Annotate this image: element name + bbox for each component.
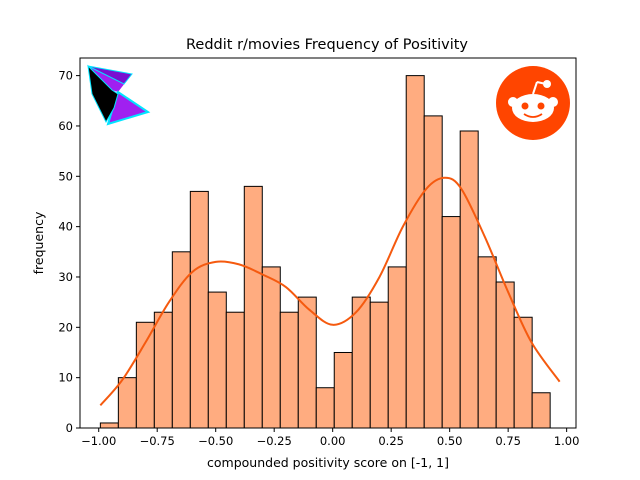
histogram-bars bbox=[99, 75, 551, 429]
histogram-bar bbox=[459, 130, 479, 429]
histogram-bar bbox=[405, 75, 425, 429]
histogram-bar bbox=[279, 311, 299, 429]
histogram-bar bbox=[243, 185, 263, 429]
reddit-logo-icon bbox=[496, 66, 570, 140]
x-tick-label: 0.00 bbox=[320, 434, 346, 448]
x-tick-label: 0.75 bbox=[495, 434, 521, 448]
histogram-bar bbox=[207, 291, 227, 429]
y-tick-label: 60 bbox=[58, 119, 73, 133]
x-tick-label: −1.00 bbox=[81, 434, 116, 448]
histogram-bar bbox=[351, 296, 371, 429]
chart-title: Reddit r/movies Frequency of Positivity bbox=[186, 37, 468, 53]
histogram-bar bbox=[477, 256, 497, 429]
x-tick-label: 0.25 bbox=[378, 434, 404, 448]
kite-logo-icon bbox=[87, 64, 151, 126]
histogram-bar bbox=[369, 301, 389, 429]
histogram-bar bbox=[153, 311, 173, 429]
histogram-bar bbox=[135, 321, 155, 429]
histogram-bar bbox=[189, 190, 209, 429]
x-tick-label: −0.25 bbox=[257, 434, 292, 448]
x-tick-label: −0.50 bbox=[198, 434, 233, 448]
histogram-bar bbox=[117, 377, 137, 429]
y-tick-label: 70 bbox=[58, 69, 73, 83]
histogram-bar bbox=[297, 296, 317, 429]
histogram-bar bbox=[441, 216, 461, 429]
histogram-bar bbox=[423, 115, 443, 429]
y-axis-label: frequency bbox=[31, 211, 46, 274]
y-tick-label: 30 bbox=[58, 270, 73, 284]
axes bbox=[79, 57, 577, 429]
histogram-bar bbox=[99, 422, 119, 429]
x-axis-ticks: −1.00 −0.75 −0.50 −0.25 0.00 0.25 0.50 0.75 1.00 bbox=[81, 428, 579, 448]
histogram-bar bbox=[171, 251, 191, 429]
y-axis-ticks: 0 10 20 30 40 50 60 70 bbox=[58, 69, 80, 435]
y-tick-label: 10 bbox=[58, 371, 73, 385]
y-tick-label: 40 bbox=[58, 220, 73, 234]
y-tick-label: 20 bbox=[58, 320, 73, 334]
histogram-bar bbox=[333, 351, 353, 429]
histogram-bar bbox=[531, 392, 551, 429]
histogram-bar bbox=[387, 266, 407, 429]
x-axis-label: compounded positivity score on [-1, 1] bbox=[207, 455, 449, 470]
histogram-bar bbox=[225, 311, 245, 429]
histogram-bar bbox=[315, 387, 335, 429]
y-tick-label: 50 bbox=[58, 169, 73, 183]
x-tick-label: 1.00 bbox=[554, 434, 580, 448]
histogram-bar bbox=[495, 281, 515, 429]
kde-curve bbox=[99, 176, 561, 407]
histogram-bar bbox=[261, 266, 281, 429]
plot-frame bbox=[79, 57, 577, 429]
y-tick-label: 0 bbox=[66, 421, 73, 435]
x-tick-label: 0.50 bbox=[437, 434, 463, 448]
histogram-bar bbox=[513, 316, 533, 429]
x-tick-label: −0.75 bbox=[140, 434, 175, 448]
